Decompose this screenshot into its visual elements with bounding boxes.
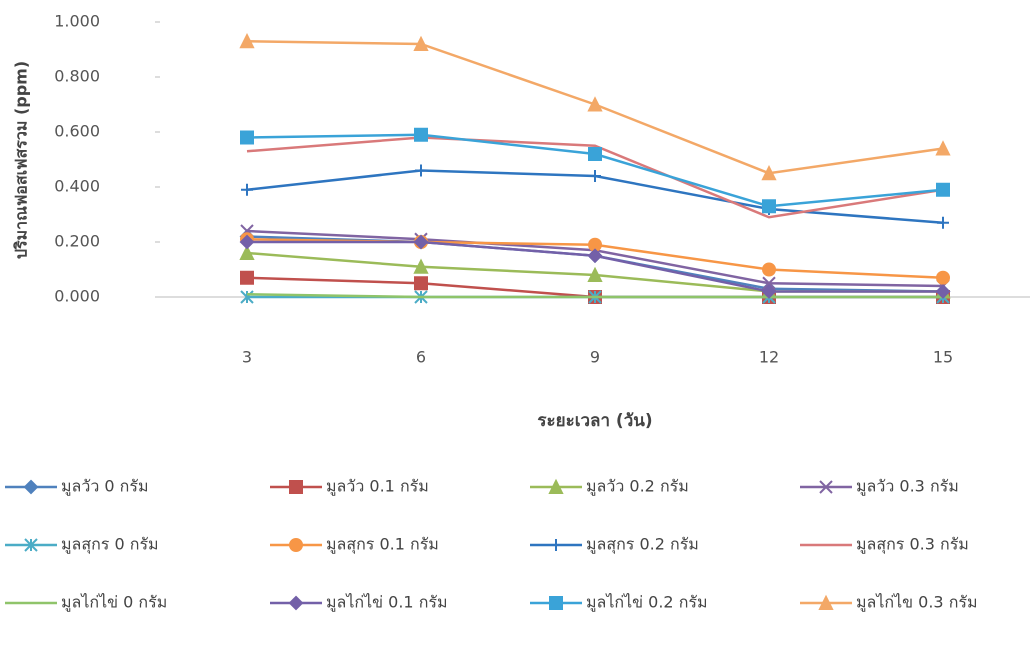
y-tick-label: 0.400 — [54, 177, 100, 196]
legend-marker — [289, 480, 303, 494]
legend-label: มูลวัว 0.2 กรัม — [586, 477, 689, 497]
legend-label: มูลวัว 0 กรัม — [61, 477, 149, 497]
marker — [240, 270, 254, 285]
legend-label: มูลไก่ไข่ 0.2 กรัม — [586, 593, 708, 613]
marker — [414, 276, 428, 291]
marker — [239, 234, 255, 250]
legend-marker — [548, 478, 564, 494]
x-tick-label: 9 — [590, 348, 600, 367]
y-tick-label: 1.000 — [54, 12, 100, 31]
x-tick-label: 3 — [242, 348, 252, 367]
marker — [935, 284, 951, 299]
marker — [239, 244, 255, 260]
legend-label: มูลสุกร 0.3 กรัม — [856, 535, 969, 555]
marker — [937, 216, 949, 229]
legend-marker — [549, 596, 563, 610]
legend-marker — [818, 594, 834, 610]
marker — [239, 33, 255, 49]
marker — [762, 199, 776, 214]
marker — [415, 164, 427, 177]
marker — [587, 96, 603, 112]
marker — [935, 140, 951, 156]
marker — [762, 262, 776, 277]
y-axis-label: ปริมาณฟอสเฟสรวม (ppm) — [12, 61, 31, 259]
legend-marker — [819, 480, 833, 494]
marker — [589, 170, 601, 182]
x-tick-label: 15 — [933, 348, 953, 367]
marker — [414, 127, 428, 142]
marker — [240, 290, 254, 304]
x-tick-label: 12 — [759, 348, 779, 367]
legend-label: มูลวัว 0.3 กรัม — [856, 477, 959, 497]
marker — [936, 270, 950, 285]
x-axis-label: ระยะเวลา (วัน) — [537, 411, 652, 431]
legend-marker — [288, 595, 304, 611]
marker — [413, 35, 429, 51]
legend-label: มูลสุกร 0 กรัม — [61, 535, 159, 555]
marker — [761, 165, 777, 181]
legend-marker — [289, 538, 303, 552]
y-tick-label: 0.000 — [54, 287, 100, 306]
x-tick-label: 6 — [416, 348, 426, 367]
marker — [240, 130, 254, 145]
legend-marker — [550, 539, 562, 551]
marker — [587, 248, 603, 264]
y-tick-label: 0.800 — [54, 67, 100, 86]
marker — [936, 182, 950, 197]
marker — [241, 183, 253, 196]
legend-label: มูลสุกร 0.1 กรัม — [326, 535, 439, 555]
legend-label: มูลวัว 0.1 กรัม — [326, 477, 429, 497]
series-line — [246, 136, 944, 219]
marker — [587, 266, 603, 282]
legend-marker — [23, 479, 39, 495]
legend-label: มูลไก่ไข่ 0.1 กรัม — [326, 593, 448, 613]
marker — [413, 234, 429, 250]
marker — [588, 147, 602, 161]
legend-label: มูลไก่ไข 0.3 กรัม — [856, 593, 978, 613]
legend-label: มูลสุกร 0.2 กรัม — [586, 535, 699, 555]
marker — [762, 276, 776, 290]
y-tick-label: 0.200 — [54, 232, 100, 251]
marker — [413, 258, 429, 274]
y-tick-label: 0.600 — [54, 122, 100, 141]
series-line — [246, 293, 943, 299]
marker — [761, 284, 777, 299]
legend-marker — [24, 538, 38, 552]
legend-label: มูลไก่ไข่ 0 กรัม — [61, 593, 167, 613]
